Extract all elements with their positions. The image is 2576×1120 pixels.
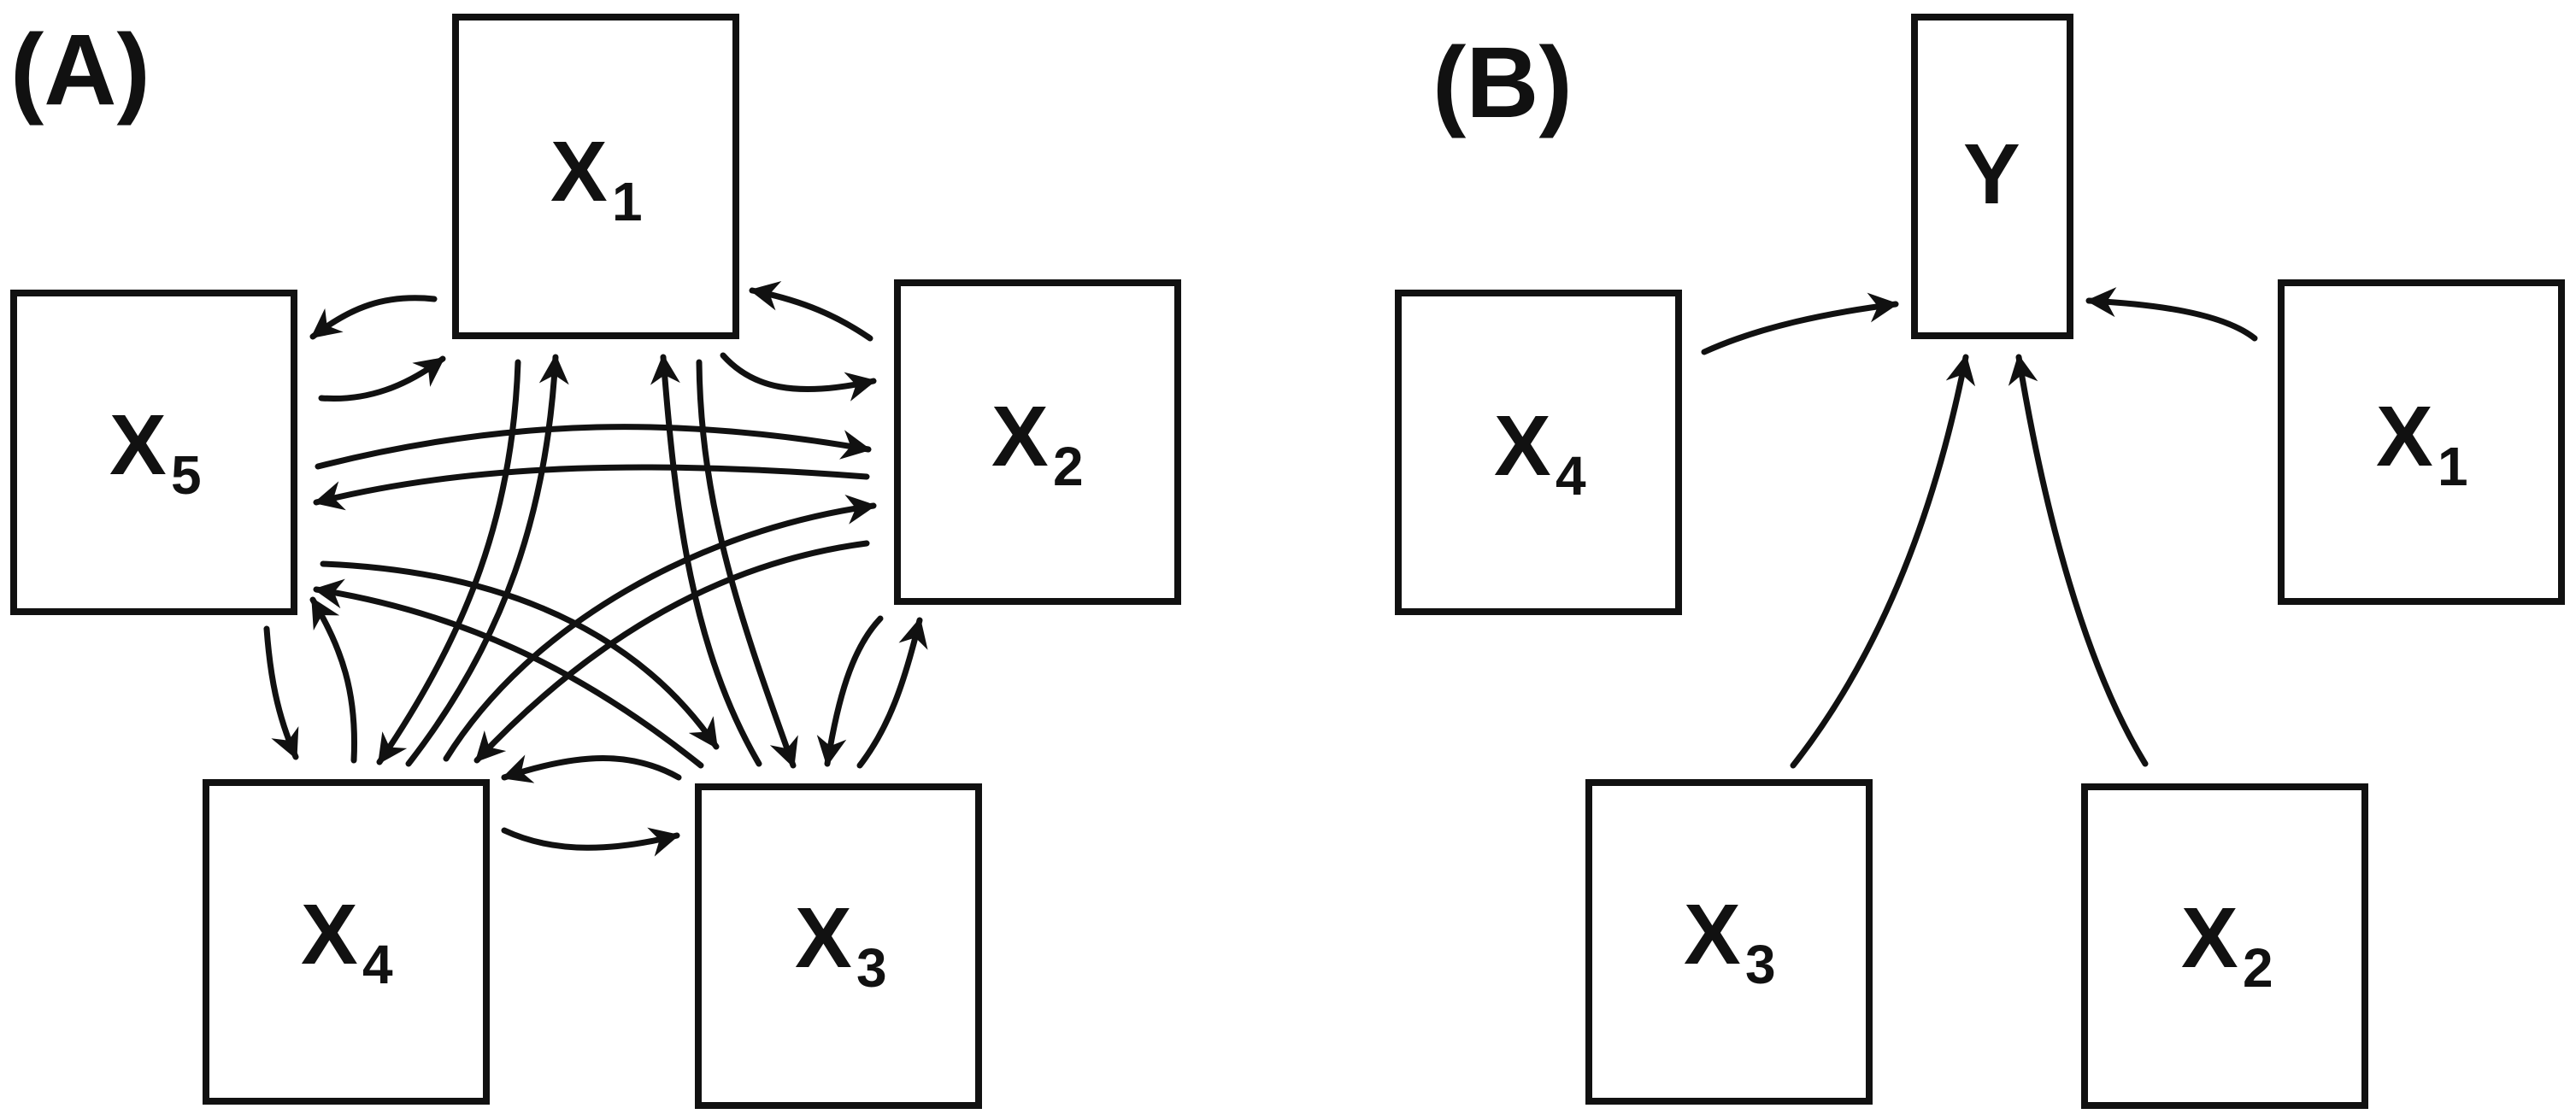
node-a-x1: X 1 <box>452 14 739 339</box>
svg-text:1: 1 <box>2438 436 2468 497</box>
edge-x1-to-x4 <box>376 359 521 765</box>
edge-x1-to-x5 <box>309 295 438 340</box>
svg-text:1: 1 <box>612 171 643 232</box>
panel-a-label: (A) <box>10 14 150 126</box>
svg-text:4: 4 <box>362 934 393 995</box>
edge-b-x4-to-y <box>1701 292 1899 355</box>
node-a-x5: X 5 <box>10 290 297 615</box>
svg-text:X: X <box>301 887 358 982</box>
edge-x3-to-x4 <box>501 754 682 783</box>
svg-text:X: X <box>1494 398 1551 494</box>
node-b-x2: X 2 <box>2081 783 2368 1109</box>
node-b-x1: X 1 <box>2278 279 2565 605</box>
svg-text:3: 3 <box>856 937 887 999</box>
svg-text:X: X <box>109 397 167 493</box>
panel-a: (A) <box>10 14 1181 1109</box>
edge-b-x3-to-y <box>1790 354 1976 769</box>
svg-text:Y: Y <box>1963 126 2020 222</box>
svg-text:X: X <box>550 124 608 220</box>
node-b-y: Y <box>1911 14 2073 339</box>
svg-text:5: 5 <box>171 444 202 506</box>
panel-b: (B) Y X 4 X 1 X 3 <box>1395 14 2565 1109</box>
svg-text:4: 4 <box>1556 445 1586 507</box>
edge-x4-to-x5 <box>309 596 358 764</box>
edge-x4-to-x1 <box>405 354 569 767</box>
svg-text:X: X <box>991 389 1049 484</box>
edge-x2-to-x5 <box>313 464 870 511</box>
panel-b-label: (B) <box>1432 26 1573 139</box>
node-a-x2: X 2 <box>894 279 1181 605</box>
edge-x4-to-x2 <box>443 495 877 762</box>
edge-x4-to-x3 <box>501 827 680 857</box>
svg-text:3: 3 <box>1745 934 1776 995</box>
edge-b-x2-to-y <box>2008 354 2149 767</box>
node-b-x3: X 3 <box>1585 779 1873 1105</box>
edge-x5-to-x3 <box>320 560 720 750</box>
edge-x3-to-x2 <box>856 617 928 769</box>
svg-text:X: X <box>795 890 852 986</box>
edge-b-x1-to-y <box>2085 287 2258 342</box>
edge-x1-to-x3 <box>696 359 798 769</box>
panel-b-edges <box>1701 287 2258 769</box>
edge-x2-to-x3 <box>816 615 884 767</box>
node-a-x4: X 4 <box>203 779 490 1105</box>
svg-text:X: X <box>2181 890 2238 986</box>
edge-x2-to-x4 <box>473 540 870 764</box>
edge-x5-to-x1 <box>318 355 446 402</box>
edge-x5-to-x2 <box>315 424 872 470</box>
svg-text:X: X <box>2376 389 2433 484</box>
svg-text:2: 2 <box>2243 937 2273 999</box>
edge-x2-to-x1 <box>749 281 873 342</box>
edge-x5-to-x4 <box>263 625 299 760</box>
svg-text:2: 2 <box>1053 436 1084 497</box>
panel-a-edges <box>263 281 928 857</box>
node-b-x4: X 4 <box>1395 290 1682 615</box>
svg-text:X: X <box>1684 887 1741 982</box>
node-a-x3: X 3 <box>695 783 982 1109</box>
edge-x1-to-x2 <box>720 352 877 402</box>
edge-x3-to-x1 <box>650 354 762 767</box>
